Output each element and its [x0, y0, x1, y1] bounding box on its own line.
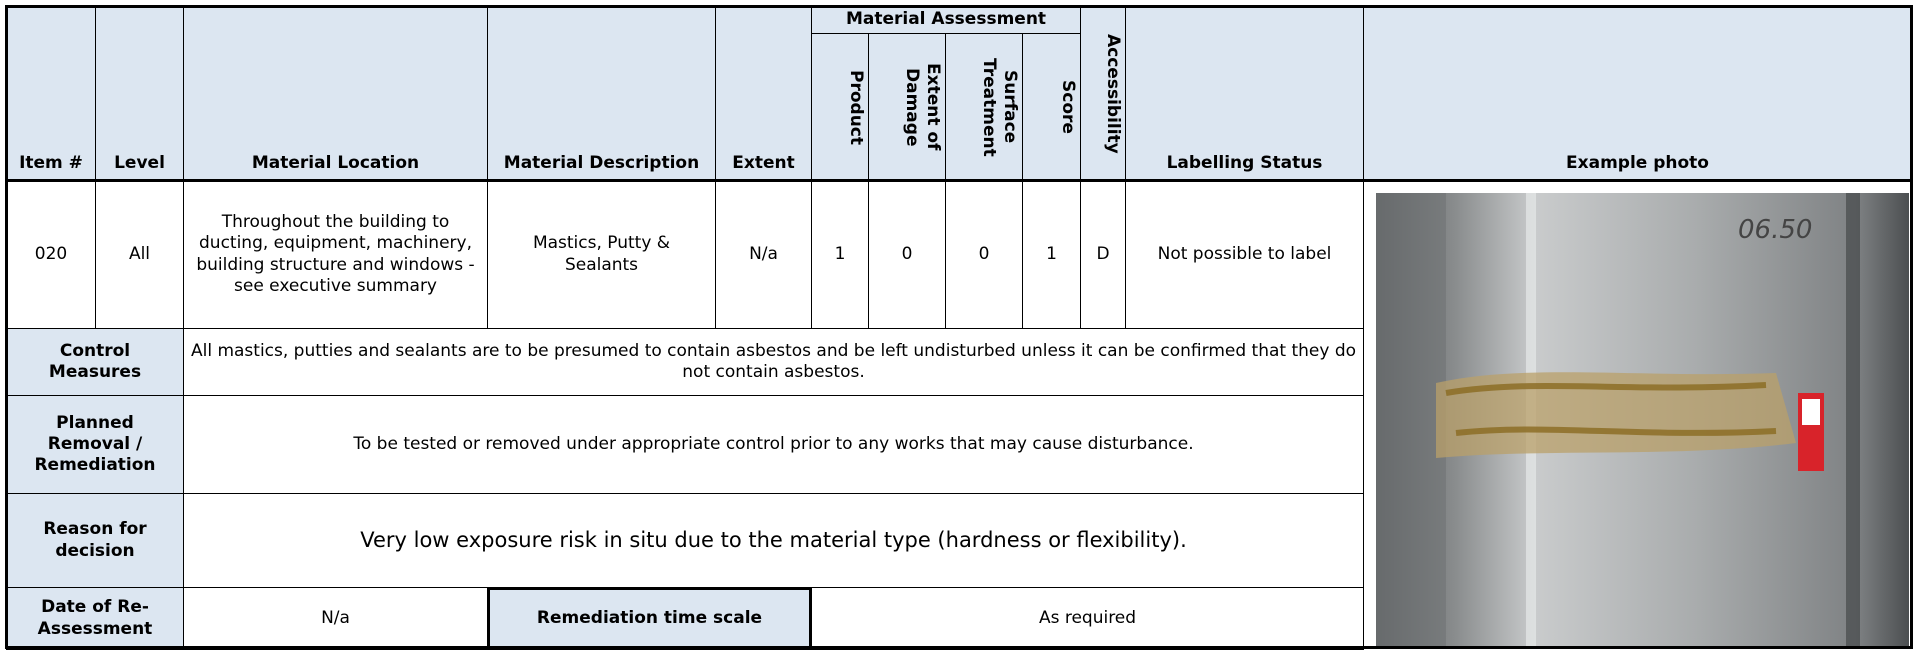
- cell-text: 020: [34, 243, 68, 264]
- cell-text: Extent of Damage: [901, 63, 943, 151]
- text-cell: Very low exposure risk in situ due to th…: [183, 493, 1364, 588]
- svg-text:06.50: 06.50: [1738, 215, 1812, 245]
- cell-text: 1: [1046, 243, 1057, 264]
- cell-text: Example photo: [1566, 152, 1709, 173]
- cell-text: Material Assessment: [845, 9, 1047, 30]
- value-cell: N/a: [183, 587, 488, 650]
- header-cell: Item #: [6, 6, 96, 181]
- label-cell: Remediation time scale: [487, 587, 812, 650]
- data-cell: Not possible to label: [1125, 180, 1364, 329]
- cell-text: Surface Treatment: [978, 57, 1020, 157]
- data-cell: 0: [868, 180, 946, 329]
- text-cell: All mastics, putties and sealants are to…: [183, 328, 1364, 396]
- header-cell: Extent: [715, 6, 812, 181]
- cell-text: Remediation time scale: [536, 607, 763, 628]
- header-cell: Product: [811, 33, 869, 181]
- data-cell: All: [95, 180, 184, 329]
- cell-text: Extent: [732, 152, 795, 173]
- cell-text: Control Measures: [48, 340, 142, 382]
- cell-text: 0: [901, 243, 913, 264]
- data-cell: Mastics, Putty & Sealants: [487, 180, 716, 329]
- cell-text: 1: [834, 243, 846, 264]
- cell-text: 0: [978, 243, 990, 264]
- text-cell: To be tested or removed under appropriat…: [183, 395, 1364, 494]
- label-cell: Planned Removal / Remediation: [6, 395, 184, 494]
- cell-text: Mastics, Putty & Sealants: [532, 233, 671, 275]
- cell-text: All: [128, 243, 151, 264]
- label-cell: Date of Re-Assessment: [6, 587, 184, 650]
- header-cell: Material Assessment: [811, 6, 1081, 34]
- cell-text: N/a: [321, 607, 350, 628]
- header-cell: Level: [95, 6, 184, 181]
- cell-text: Not possible to label: [1157, 243, 1332, 264]
- data-cell: 020: [6, 180, 96, 329]
- cell-text: Planned Removal / Remediation: [34, 412, 156, 476]
- cell-text: Product: [846, 69, 866, 145]
- cell-text: Accessibility: [1103, 33, 1123, 154]
- header-cell: Material Location: [183, 6, 488, 181]
- data-cell: Throughout the building to ducting, equi…: [183, 180, 488, 329]
- data-cell: 1: [1022, 180, 1081, 329]
- value-cell: As required: [811, 587, 1364, 650]
- cell-text: Level: [114, 152, 165, 173]
- label-cell: Control Measures: [6, 328, 184, 396]
- header-cell: Example photo: [1363, 6, 1912, 181]
- cell-text: As required: [1038, 607, 1137, 628]
- header-cell: Score: [1022, 33, 1081, 181]
- data-cell: N/a: [715, 180, 812, 329]
- cell-text: Very low exposure risk in situ due to th…: [360, 528, 1187, 553]
- cell-text: Item #: [19, 152, 83, 173]
- cell-text: All mastics, putties and sealants are to…: [190, 340, 1357, 382]
- example-photo: 06.50: [1376, 193, 1909, 649]
- cell-text: D: [1096, 243, 1110, 264]
- data-cell: D: [1080, 180, 1126, 329]
- cell-text: Material Location: [251, 152, 420, 173]
- data-cell: 0: [945, 180, 1023, 329]
- cell-text: Date of Re-Assessment: [37, 597, 153, 639]
- header-cell: Extent of Damage: [868, 33, 946, 181]
- cell-text: Material Description: [503, 152, 700, 173]
- cell-text: To be tested or removed under appropriat…: [353, 433, 1194, 454]
- cell-text: Reason for decision: [43, 519, 147, 561]
- header-cell: Accessibility: [1080, 6, 1126, 181]
- cell-text: Score: [1058, 80, 1078, 134]
- label-cell: Reason for decision: [6, 493, 184, 588]
- header-cell: Labelling Status: [1125, 6, 1364, 181]
- data-cell: 1: [811, 180, 869, 329]
- header-cell: Surface Treatment: [945, 33, 1023, 181]
- cell-text: Throughout the building to ducting, equi…: [196, 212, 475, 296]
- cell-text: N/a: [749, 243, 778, 264]
- header-cell: Material Description: [487, 6, 716, 181]
- cell-text: Labelling Status: [1166, 152, 1323, 173]
